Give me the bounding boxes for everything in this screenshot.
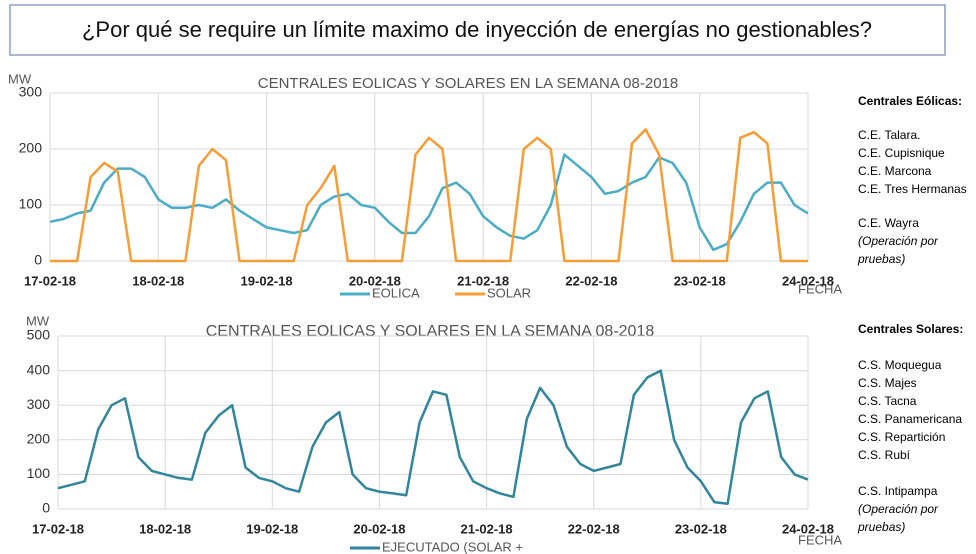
- series-line: [49, 153, 809, 252]
- note: (Operación por pruebas): [858, 234, 939, 266]
- title-box: [9, 4, 946, 56]
- y-tick-label: 200: [27, 431, 51, 447]
- x-tick-label: 19-02-18: [246, 521, 298, 536]
- legend-label: SOLAR: [487, 285, 531, 300]
- chart-title: CENTRALES EOLICAS Y SOLARES EN LA SEMANA…: [206, 323, 655, 340]
- x-tick-label: 24-02-18: [782, 273, 834, 288]
- item: C.S. Intipampa: [858, 484, 938, 498]
- item: C.S. Rubí: [858, 448, 911, 462]
- x-tick-label: 21-02-18: [461, 521, 513, 536]
- x-tick-label: 21-02-18: [457, 273, 509, 288]
- x-tick-label: 19-02-18: [241, 273, 293, 288]
- item: C.S. Tacna: [858, 394, 917, 408]
- y-tick-label: 0: [34, 252, 42, 268]
- y-axis-label: MW: [26, 313, 50, 328]
- x-tick-label: 18-02-18: [139, 521, 191, 536]
- y-tick-label: 500: [27, 327, 51, 343]
- y-tick-label: 200: [19, 140, 43, 156]
- x-tick-label: 22-02-18: [568, 521, 620, 536]
- x-tick-label: 23-02-18: [675, 521, 727, 536]
- solar-list: Centrales Solares: C.S. Moquegua C.S. Ma…: [858, 320, 963, 536]
- item: C.E. Cupisnique: [858, 146, 945, 160]
- series-line: [57, 369, 809, 506]
- y-tick-label: 100: [19, 196, 43, 212]
- item: C.S. Majes: [858, 376, 917, 390]
- item: C.S. Repartición: [858, 430, 946, 444]
- x-tick-label: 20-02-18: [353, 521, 405, 536]
- x-tick-label: 17-02-18: [24, 273, 76, 288]
- x-tick-label: 24-02-18: [782, 521, 834, 536]
- heading: Centrales Eólicas:: [858, 94, 963, 108]
- item: C.E. Wayra: [858, 216, 919, 230]
- slide-title: ¿Por qué se require un límite maximo de …: [82, 17, 872, 42]
- legend-label: EOLICA: [372, 285, 420, 300]
- x-tick-label: 22-02-18: [565, 273, 617, 288]
- x-tick-label: 17-02-18: [32, 521, 84, 536]
- item: C.E. Tres Hermanas: [858, 182, 967, 196]
- y-tick-label: 300: [27, 396, 51, 412]
- series-line: [50, 128, 808, 263]
- item: C.S. Moquegua: [858, 358, 942, 372]
- heading: Centrales Solares:: [858, 322, 964, 336]
- y-tick-label: 0: [42, 500, 50, 516]
- x-tick-label: 20-02-18: [349, 273, 401, 288]
- item: C.E. Marcona: [858, 164, 932, 178]
- legend-label: EJECUTADO (SOLAR +: [382, 539, 523, 554]
- note: (Operación por pruebas): [858, 502, 939, 534]
- x-axis-label: FECHA: [798, 532, 842, 547]
- chart-title: CENTRALES EOLICAS Y SOLARES EN LA SEMANA…: [258, 75, 678, 92]
- y-tick-label: 400: [27, 361, 51, 377]
- y-tick-label: 300: [19, 84, 43, 100]
- x-axis-label: FECHA: [798, 281, 842, 296]
- item: C.S. Panamericana: [858, 412, 963, 426]
- y-axis-label: MW: [8, 71, 32, 86]
- x-tick-label: 18-02-18: [132, 273, 184, 288]
- y-tick-label: 100: [27, 465, 51, 481]
- wind-list: Centrales Eólicas: C.E. Talara. C.E. Cup…: [858, 92, 967, 268]
- x-tick-label: 23-02-18: [674, 273, 726, 288]
- item: C.E. Talara.: [858, 128, 921, 142]
